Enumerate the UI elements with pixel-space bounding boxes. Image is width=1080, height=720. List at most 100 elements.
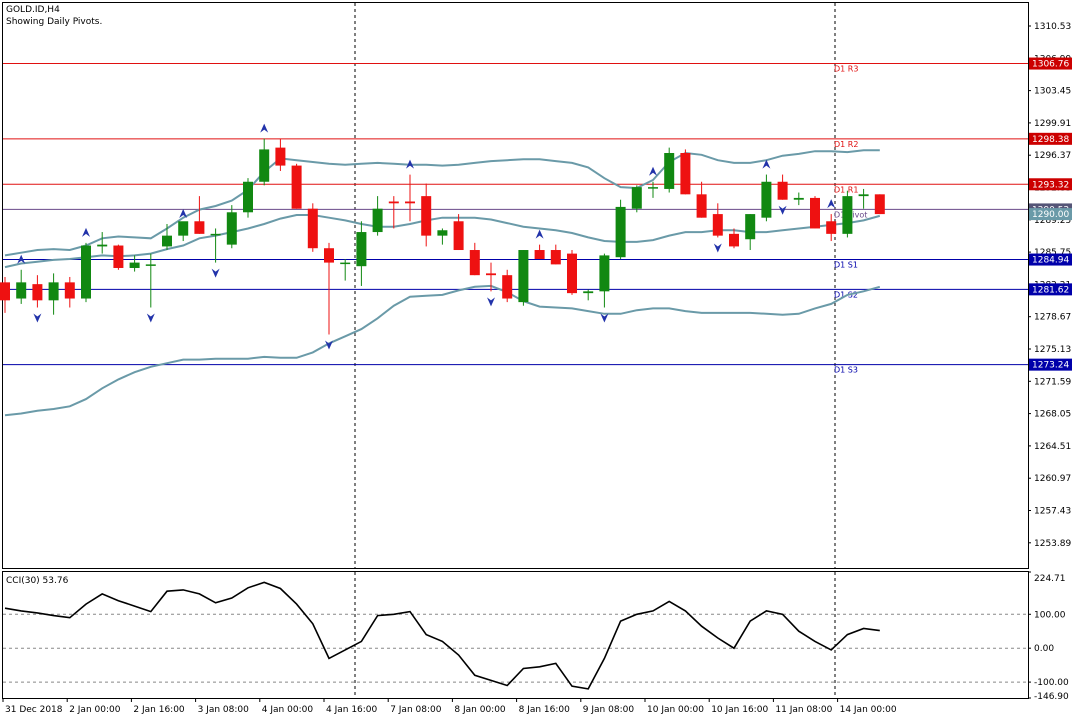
price-tick-label: 1264.51 [1034,442,1071,452]
candle-body [259,149,270,182]
candle-body [162,235,172,247]
price-tick-label: 1296.37 [1034,151,1071,161]
candle-body [664,153,675,189]
fractal-down-arrow [600,313,609,323]
candle-body [16,282,27,299]
time-tick-label: 8 Jan 00:00 [454,705,506,715]
price-tag-label: 1298.38 [1032,135,1069,145]
price-tick-label: 1278.67 [1034,313,1071,323]
fractal-down-arrow [146,313,155,323]
price-tag-label: 1284.94 [1032,256,1069,266]
candle-body [388,201,399,204]
cci-tick-label: 0.00 [1034,644,1054,654]
time-tick-label: 10 Jan 00:00 [647,705,704,715]
price-tick-label: 1253.89 [1034,539,1071,549]
fractal-up-arrow [82,227,90,237]
candle-body [405,201,415,204]
cci-tick-label: -146.90 [1034,692,1069,702]
candle-body [356,232,367,267]
symbol-title: GOLD.ID,H4 [6,5,60,15]
candle-body [518,250,529,303]
cci-tick-label: 224.71 [1034,574,1066,584]
candle-body [761,181,772,218]
price-tick-label: 1299.91 [1034,119,1071,129]
candle-body [178,221,189,236]
candle-body [0,282,10,301]
candle-body [243,181,253,213]
candle-body [583,291,594,294]
price-tag-label: 1306.76 [1032,60,1069,70]
fractal-down-arrow [33,313,42,323]
price-tag [1029,57,1072,70]
fractal-up-arrow [260,123,269,133]
candle-body [275,147,286,166]
candle-body [145,264,156,266]
candle-body [631,187,642,209]
time-tick-label: 14 Jan 00:00 [840,705,897,715]
price-tag-label: 1290.00 [1032,210,1069,220]
candle-body [372,208,383,233]
candle-body [550,250,561,265]
candle-body [64,282,75,299]
candle-body [810,197,820,229]
price-tag [1029,178,1072,191]
price-panel-frame [2,2,1029,569]
pivot-label: D1 S3 [834,366,858,375]
pivot-label: D1 R2 [834,140,858,149]
fractal-up-arrow [535,229,544,239]
time-tick-label: 2 Jan 16:00 [133,705,185,715]
candle-body [324,248,334,263]
time-tick-label: 2 Jan 00:00 [69,705,121,715]
candle-body [129,262,140,268]
time-tick-label: 8 Jan 16:00 [519,705,571,715]
candle-body [729,233,739,247]
candle-body [437,230,448,236]
candle-body [113,245,124,268]
pivot-label: D1 R3 [834,65,858,74]
price-tag [1029,283,1072,296]
price-tag [1029,253,1072,266]
fractal-down-arrow [487,297,495,307]
candle-body [874,194,885,215]
pivot-label: D1 S1 [834,261,858,270]
candle-body [745,214,756,240]
candle-body [340,262,351,265]
candle-body [469,250,480,276]
candle-body [97,244,108,247]
time-tick-label: 9 Jan 08:00 [583,705,635,715]
candle-body [32,284,43,301]
band-lower-line [4,284,881,417]
time-tick-label: 7 Jan 08:00 [390,705,442,715]
cci-panel-frame [2,571,1029,699]
candle-body [534,250,545,260]
price-tag-label: 1273.24 [1032,361,1069,371]
band-upper-line [4,149,880,257]
price-tag [1029,208,1072,221]
candle-body [599,255,610,292]
cci-line [4,581,880,690]
candle-body [502,275,513,299]
price-tick-label: 1275.13 [1034,345,1071,355]
candle-body [48,282,59,301]
candle-body [486,273,496,276]
time-tick-label: 10 Jan 16:00 [711,705,768,715]
pivot-label: D1 R1 [834,185,858,194]
price-tick-label: 1285.75 [1034,248,1071,258]
candle-body [712,214,723,236]
price-tick-label: 1260.97 [1034,474,1071,484]
fractal-up-arrow [406,159,414,169]
candle-body [680,153,691,195]
fractal-up-arrow [649,166,657,176]
fractal-up-arrow [17,254,26,264]
candle-body [210,233,221,236]
fractal-down-arrow [211,268,220,278]
candle-body [421,196,432,236]
candle-body [307,208,318,249]
price-tag [1029,132,1072,145]
candle-body [842,196,853,234]
cci-title: CCI(30) 53.76 [6,576,69,586]
price-tick-label: 1303.45 [1034,87,1071,97]
price-tag-label: 1293.32 [1032,180,1069,190]
